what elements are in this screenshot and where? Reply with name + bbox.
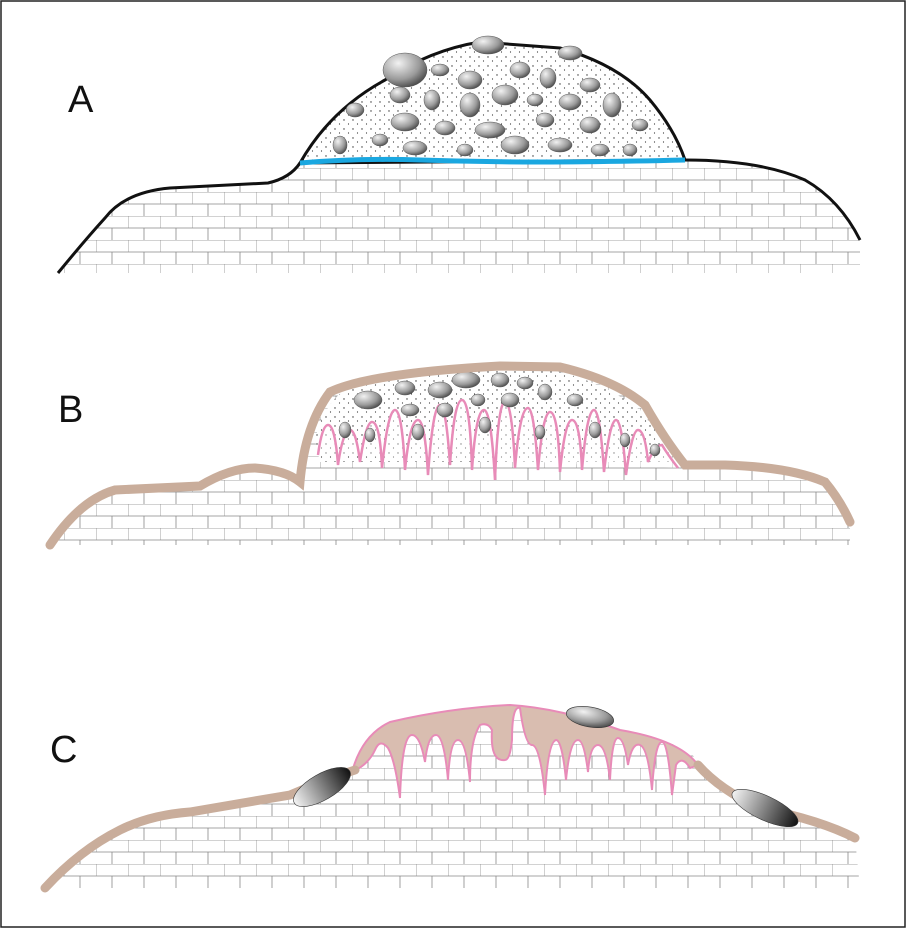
panel-c: C: [40, 703, 860, 893]
blue-contact: [299, 156, 686, 166]
panel-label: B: [58, 389, 83, 431]
boulder: [566, 706, 614, 728]
soil-infill: [350, 703, 700, 799]
bedrock: [58, 160, 860, 273]
panel-label: C: [50, 729, 77, 771]
solution-pipes: [316, 398, 679, 481]
panel-b: B: [45, 361, 855, 550]
boulder: [293, 767, 351, 807]
panel-a: A: [56, 35, 862, 274]
boulder: [731, 788, 799, 828]
pebbles: [338, 371, 661, 457]
soil-cover: [45, 361, 855, 550]
panel-label: A: [68, 79, 94, 121]
bedrock-outline: [56, 158, 862, 274]
pebbles: [332, 35, 649, 157]
